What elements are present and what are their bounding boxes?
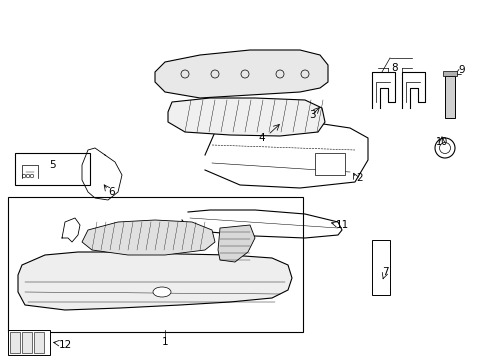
- Text: 8: 8: [391, 63, 398, 73]
- Ellipse shape: [153, 287, 171, 297]
- Polygon shape: [82, 220, 215, 255]
- Text: 9: 9: [458, 65, 465, 75]
- Text: 10: 10: [435, 137, 447, 147]
- Text: 11: 11: [335, 220, 348, 230]
- Polygon shape: [155, 50, 327, 98]
- Text: 4: 4: [258, 133, 265, 143]
- Bar: [444, 76, 454, 118]
- Polygon shape: [18, 252, 291, 310]
- Polygon shape: [168, 98, 325, 136]
- Text: 3: 3: [308, 110, 315, 120]
- Bar: [10, 332, 20, 353]
- Bar: [8, 197, 303, 332]
- Text: 2: 2: [356, 173, 363, 183]
- Text: 1: 1: [162, 337, 168, 347]
- Text: 7: 7: [381, 267, 387, 277]
- Text: 6: 6: [108, 187, 115, 197]
- Bar: [34, 332, 44, 353]
- Bar: [8, 330, 50, 355]
- Text: 12: 12: [58, 340, 71, 350]
- Bar: [22, 332, 32, 353]
- Bar: [314, 153, 345, 175]
- Text: 5: 5: [49, 160, 55, 170]
- Bar: [442, 71, 456, 76]
- Polygon shape: [218, 225, 254, 262]
- Bar: [371, 240, 389, 295]
- Bar: [15, 153, 90, 185]
